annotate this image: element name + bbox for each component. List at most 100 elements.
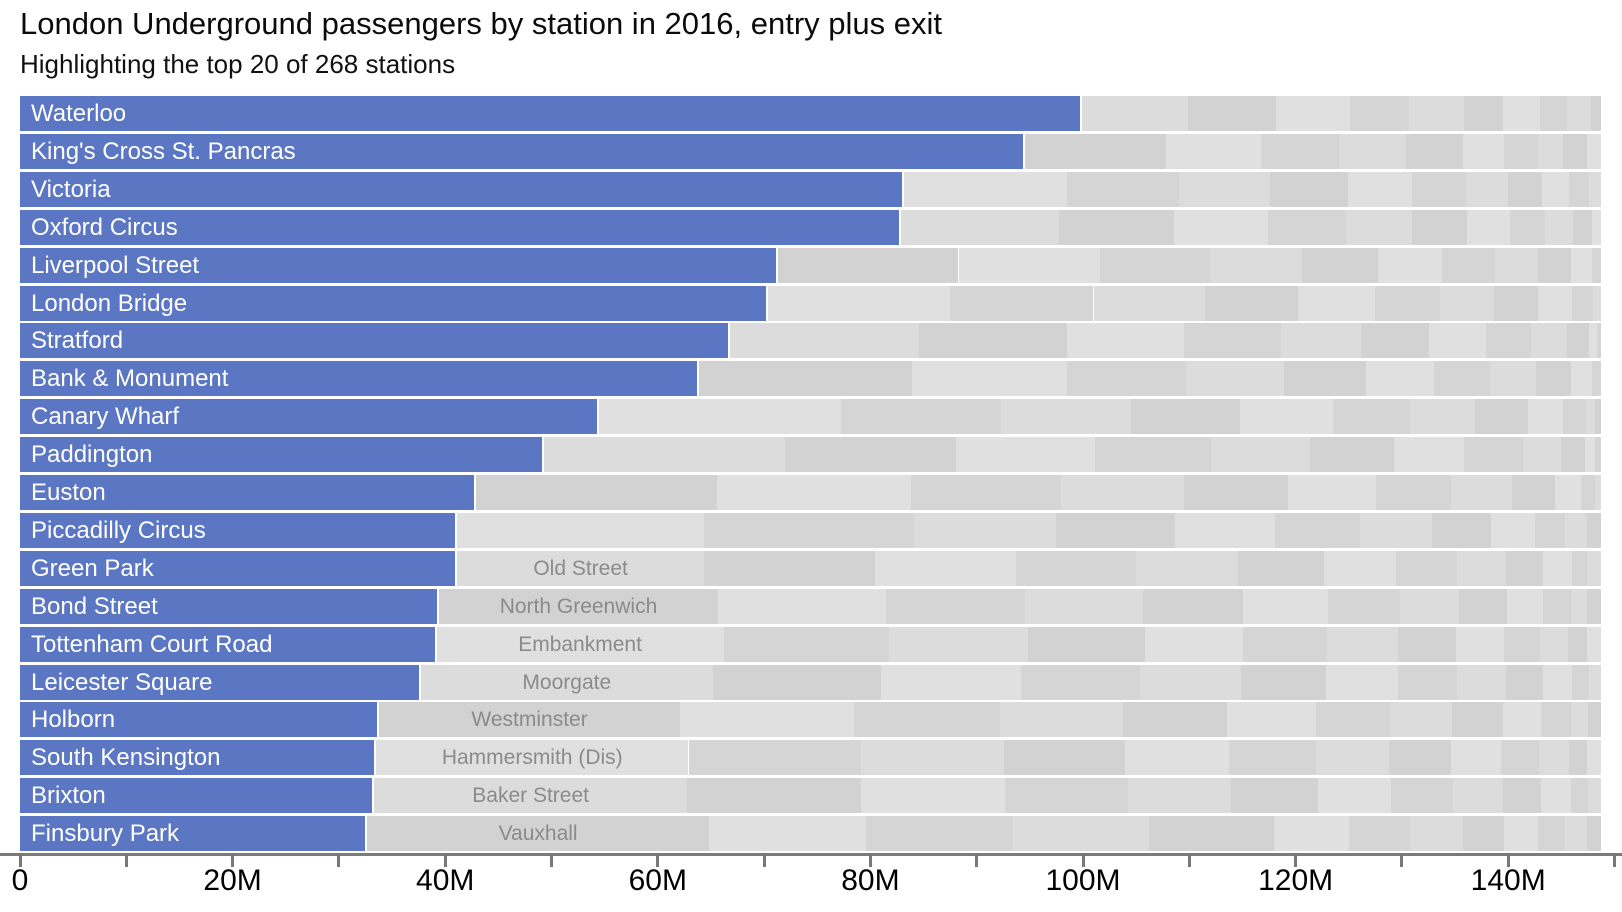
- gray-bar-segment: [1571, 550, 1587, 586]
- station-label: Canary Wharf: [31, 403, 180, 431]
- gray-bar-segment: [708, 816, 866, 852]
- gray-bar-segment: [886, 588, 1026, 624]
- gray-bar-segment: [1586, 133, 1601, 169]
- station-label: Tottenham Court Road: [31, 630, 273, 658]
- gray-bar-segment: [1269, 171, 1348, 207]
- gray-bar-segment: [1464, 437, 1523, 473]
- station-label: Holborn: [31, 706, 116, 734]
- gray-bar-segment: [1228, 740, 1316, 776]
- gray-bar-segment: [1005, 778, 1128, 814]
- gray-bar-segment: [1586, 512, 1601, 548]
- station-label: London Bridge: [31, 289, 188, 317]
- gray-bar-segment: [1545, 209, 1573, 245]
- x-axis-line: [0, 853, 1622, 856]
- gray-bar-segment: [1394, 437, 1465, 473]
- gray-bar-segment: [1542, 171, 1569, 207]
- gray-bar-segment: [1593, 285, 1601, 321]
- gray-bar-segment: [1406, 133, 1464, 169]
- gray-bar-segment: [438, 588, 719, 624]
- gray-bar-segment: [1326, 664, 1398, 700]
- gray-bar-segment: [1361, 323, 1430, 359]
- gray-bar-segment: [777, 247, 959, 283]
- gray-bar-segment: [956, 437, 1095, 473]
- gray-bar-segment: [1238, 550, 1325, 586]
- gray-bar-segment: [1409, 96, 1465, 131]
- gray-bar-segment: [1534, 512, 1566, 548]
- x-axis-tick: [18, 853, 22, 867]
- gray-bar-segment: [1210, 247, 1302, 283]
- gray-bar-segment: [1205, 285, 1298, 321]
- gray-bar-segment: [1025, 588, 1144, 624]
- gray-bar-segment: [1455, 626, 1504, 662]
- gray-bar-segment: [1389, 740, 1451, 776]
- gray-bar-segment: [785, 437, 957, 473]
- highlight-bar-london-bridge: London Bridge: [20, 285, 767, 321]
- gray-bar-segment: [679, 702, 855, 738]
- gray-bar-segment: [1586, 550, 1601, 586]
- gray-bar-segment: [1130, 399, 1241, 435]
- gray-bar-segment: [1537, 247, 1571, 283]
- bar-row-euston: Euston: [20, 475, 1601, 510]
- gray-bar-segment: [1535, 361, 1571, 397]
- gray-bar-segment: [860, 778, 1006, 814]
- gray-bar-segment: [1528, 399, 1564, 435]
- gray-bar-segment: [1495, 247, 1538, 283]
- gray-bar-segment: [723, 626, 890, 662]
- gray-bar-segment: [1211, 437, 1311, 473]
- x-axis-tick: [1613, 853, 1616, 867]
- highlight-bar-oxford-circus: Oxford Circus: [20, 209, 900, 245]
- gray-bar-segment: [1066, 171, 1179, 207]
- gray-bar-segment: [1566, 323, 1589, 359]
- gray-bar-segment: [1508, 171, 1543, 207]
- gray-bar-segment: [1505, 664, 1544, 700]
- gray-bar-segment: [1174, 209, 1268, 245]
- gray-bar-segment: [543, 437, 786, 473]
- gray-bar-segment: [1541, 702, 1571, 738]
- gray-bar-segment: [1429, 323, 1486, 359]
- gray-bar-segment: [1066, 323, 1184, 359]
- gray-station-label-westminster: Westminster: [471, 708, 588, 732]
- gray-bar-segment: [1586, 816, 1601, 852]
- gray-bar-segment: [1178, 171, 1270, 207]
- x-axis-tick: [1081, 853, 1085, 867]
- highlight-bar-stratford: Stratford: [20, 323, 728, 359]
- gray-bar-segment: [1378, 247, 1443, 283]
- bar-row-holborn: Holborn Westminster: [20, 702, 1601, 738]
- station-label: Bond Street: [31, 592, 158, 620]
- x-axis-tick: [1506, 853, 1510, 867]
- gray-bar-segment: [1587, 778, 1601, 814]
- chart-subtitle: Highlighting the top 20 of 268 stations: [20, 49, 456, 79]
- bar-row-paddington: Paddington: [20, 437, 1601, 473]
- gray-bar-segment: [1332, 399, 1411, 435]
- gray-bar-segment: [1563, 399, 1586, 435]
- gray-bar-segment: [1451, 702, 1503, 738]
- gray-bar-segment: [840, 399, 1001, 435]
- gray-bar-segment: [1463, 133, 1504, 169]
- gray-bar-segment: [1585, 399, 1596, 435]
- gray-bar-segment: [718, 588, 887, 624]
- gray-bar-segment: [1457, 664, 1506, 700]
- gray-bar-segment: [1595, 437, 1601, 473]
- gray-bar-segment: [1491, 512, 1535, 548]
- bar-row-leicester-square: Leicester Square Moorgate: [20, 664, 1601, 700]
- gray-bar-segment: [1410, 816, 1464, 852]
- gray-bar-segment: [1507, 588, 1544, 624]
- gray-bar-segment: [1537, 285, 1572, 321]
- gray-bar-segment: [1584, 437, 1596, 473]
- gray-bar-segment: [1288, 475, 1377, 510]
- gray-bar-segment: [1433, 361, 1490, 397]
- gray-bar-segment: [1148, 816, 1275, 852]
- gray-bar-segment: [1539, 96, 1567, 131]
- gray-bar-segment: [1590, 96, 1601, 131]
- gray-bar-segment: [1570, 247, 1593, 283]
- gray-bar-segment: [1510, 209, 1546, 245]
- gray-bar-segment: [1297, 285, 1376, 321]
- gray-bar-segment: [704, 512, 914, 548]
- station-label: Oxford Circus: [31, 213, 178, 241]
- gray-bar-segment: [1543, 588, 1571, 624]
- gray-bar-segment: [1541, 778, 1571, 814]
- gray-bar-segment: [1243, 626, 1328, 662]
- x-axis-tick-label: 40M: [416, 864, 475, 897]
- gray-bar-segment: [475, 475, 718, 510]
- gray-bar-segment: [1465, 171, 1509, 207]
